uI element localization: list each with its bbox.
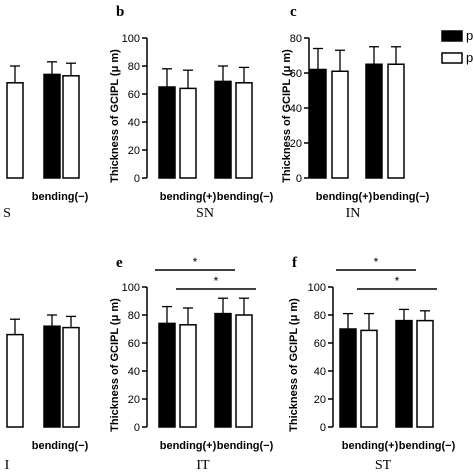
section-label: IN [346, 206, 361, 221]
y-axis-title: Thickness of GCIPL (μ m) [109, 49, 121, 183]
y-axis-title: Thickness of GCIPL (μ m) [281, 49, 293, 183]
x-tick-label: bending(+) [316, 191, 373, 203]
panel-letter: e [116, 255, 123, 271]
bar-series1-bending(−) [43, 73, 61, 179]
x-tick-label: bending(−) [217, 440, 274, 452]
bar-series2-bending(−) [387, 63, 405, 179]
y-tick-label: 80 [314, 310, 326, 322]
y-tick-label: 100 [308, 282, 326, 294]
bar-series2-bending(+) [6, 82, 24, 179]
section-label: S [3, 206, 11, 221]
bar-series2-bending(−) [235, 82, 253, 179]
bar-series2-bending(−) [62, 75, 80, 179]
y-tick-label: 20 [128, 145, 140, 157]
y-tick-label: 0 [296, 173, 302, 185]
legend: p p [441, 28, 473, 65]
bar-series1-bending(+) [158, 86, 176, 179]
x-tick-label: bending(−) [32, 191, 89, 203]
y-tick-label: 40 [128, 117, 140, 129]
x-tick-label: bending(−) [399, 440, 456, 452]
significance-marker: * [214, 274, 219, 288]
y-tick-label: 60 [128, 89, 140, 101]
bar-series1-bending(−) [214, 80, 232, 179]
bar-series2-bending(+) [179, 324, 197, 428]
y-tick-label: 20 [128, 394, 140, 406]
y-tick-label: 20 [314, 394, 326, 406]
y-tick-label: 80 [128, 310, 140, 322]
bar-series2-bending(+) [179, 87, 197, 179]
bar-series2-bending(+) [360, 329, 378, 428]
chart-panel-IN: 0 20 40 60 80 Thickness of GCIPL (μ m) c bendin… [281, 4, 430, 221]
panel-letter: f [292, 255, 298, 271]
x-tick-label: bending(+) [160, 440, 217, 452]
x-tick-label: bending(+) [160, 191, 217, 203]
chart-panel-ST: 0 20 40 60 80 100 Thickness of GCIPL (μ m) f ben… [288, 255, 456, 473]
bar-series1-bending(−) [43, 325, 61, 428]
bar-series1-bending(+) [158, 322, 176, 428]
y-axis-title: Thickness of GCIPL (μ m) [109, 298, 121, 432]
section-label: IT [196, 458, 210, 473]
chart-panel-S: bending(+)bending(−)S [3, 61, 89, 221]
y-tick-label: 40 [128, 366, 140, 378]
bar-series2-bending(−) [416, 319, 434, 428]
bar-series2-bending(−) [62, 326, 80, 428]
y-tick-label: 100 [122, 33, 140, 45]
chart-panel-I: bending(+)bending(−)I [5, 314, 89, 473]
panel-letter: b [116, 4, 124, 20]
section-label: ST [375, 458, 392, 473]
significance-marker: * [374, 255, 379, 269]
legend-filled-swatch [441, 30, 463, 42]
legend-label-1: p [466, 28, 473, 43]
y-tick-label: 100 [122, 282, 140, 294]
panel-letter: c [290, 4, 297, 20]
y-tick-label: 0 [320, 422, 326, 434]
x-tick-label: bending(+) [342, 440, 399, 452]
x-tick-label: bending(−) [32, 440, 89, 452]
y-tick-label: 20 [290, 138, 302, 150]
bar-series1-bending(−) [365, 63, 383, 179]
bar-series1-bending(−) [395, 319, 413, 428]
y-tick-label: 80 [290, 33, 302, 45]
y-tick-label: 40 [314, 366, 326, 378]
bar-series1-bending(+) [309, 68, 327, 179]
legend-open-swatch [441, 52, 463, 64]
section-label: SN [196, 206, 214, 221]
y-tick-label: 40 [290, 103, 302, 115]
y-tick-label: 80 [128, 61, 140, 73]
y-tick-label: 60 [128, 338, 140, 350]
x-tick-label: bending(−) [217, 191, 274, 203]
legend-label-2: p [466, 50, 473, 65]
bar-series1-bending(+) [339, 328, 357, 428]
bar-series2-bending(−) [235, 314, 253, 428]
y-tick-label: 0 [134, 173, 140, 185]
x-tick-label: bending(−) [373, 191, 430, 203]
y-tick-label: 0 [134, 422, 140, 434]
y-tick-label: 60 [314, 338, 326, 350]
bar-series1-bending(−) [214, 312, 232, 428]
y-tick-label: 60 [290, 68, 302, 80]
bar-series2-bending(+) [6, 333, 24, 428]
y-axis-title: Thickness of GCIPL (μ m) [288, 298, 300, 432]
section-label: I [5, 458, 10, 473]
bar-series2-bending(+) [331, 70, 349, 179]
significance-marker: * [193, 255, 198, 269]
significance-marker: * [395, 274, 400, 288]
